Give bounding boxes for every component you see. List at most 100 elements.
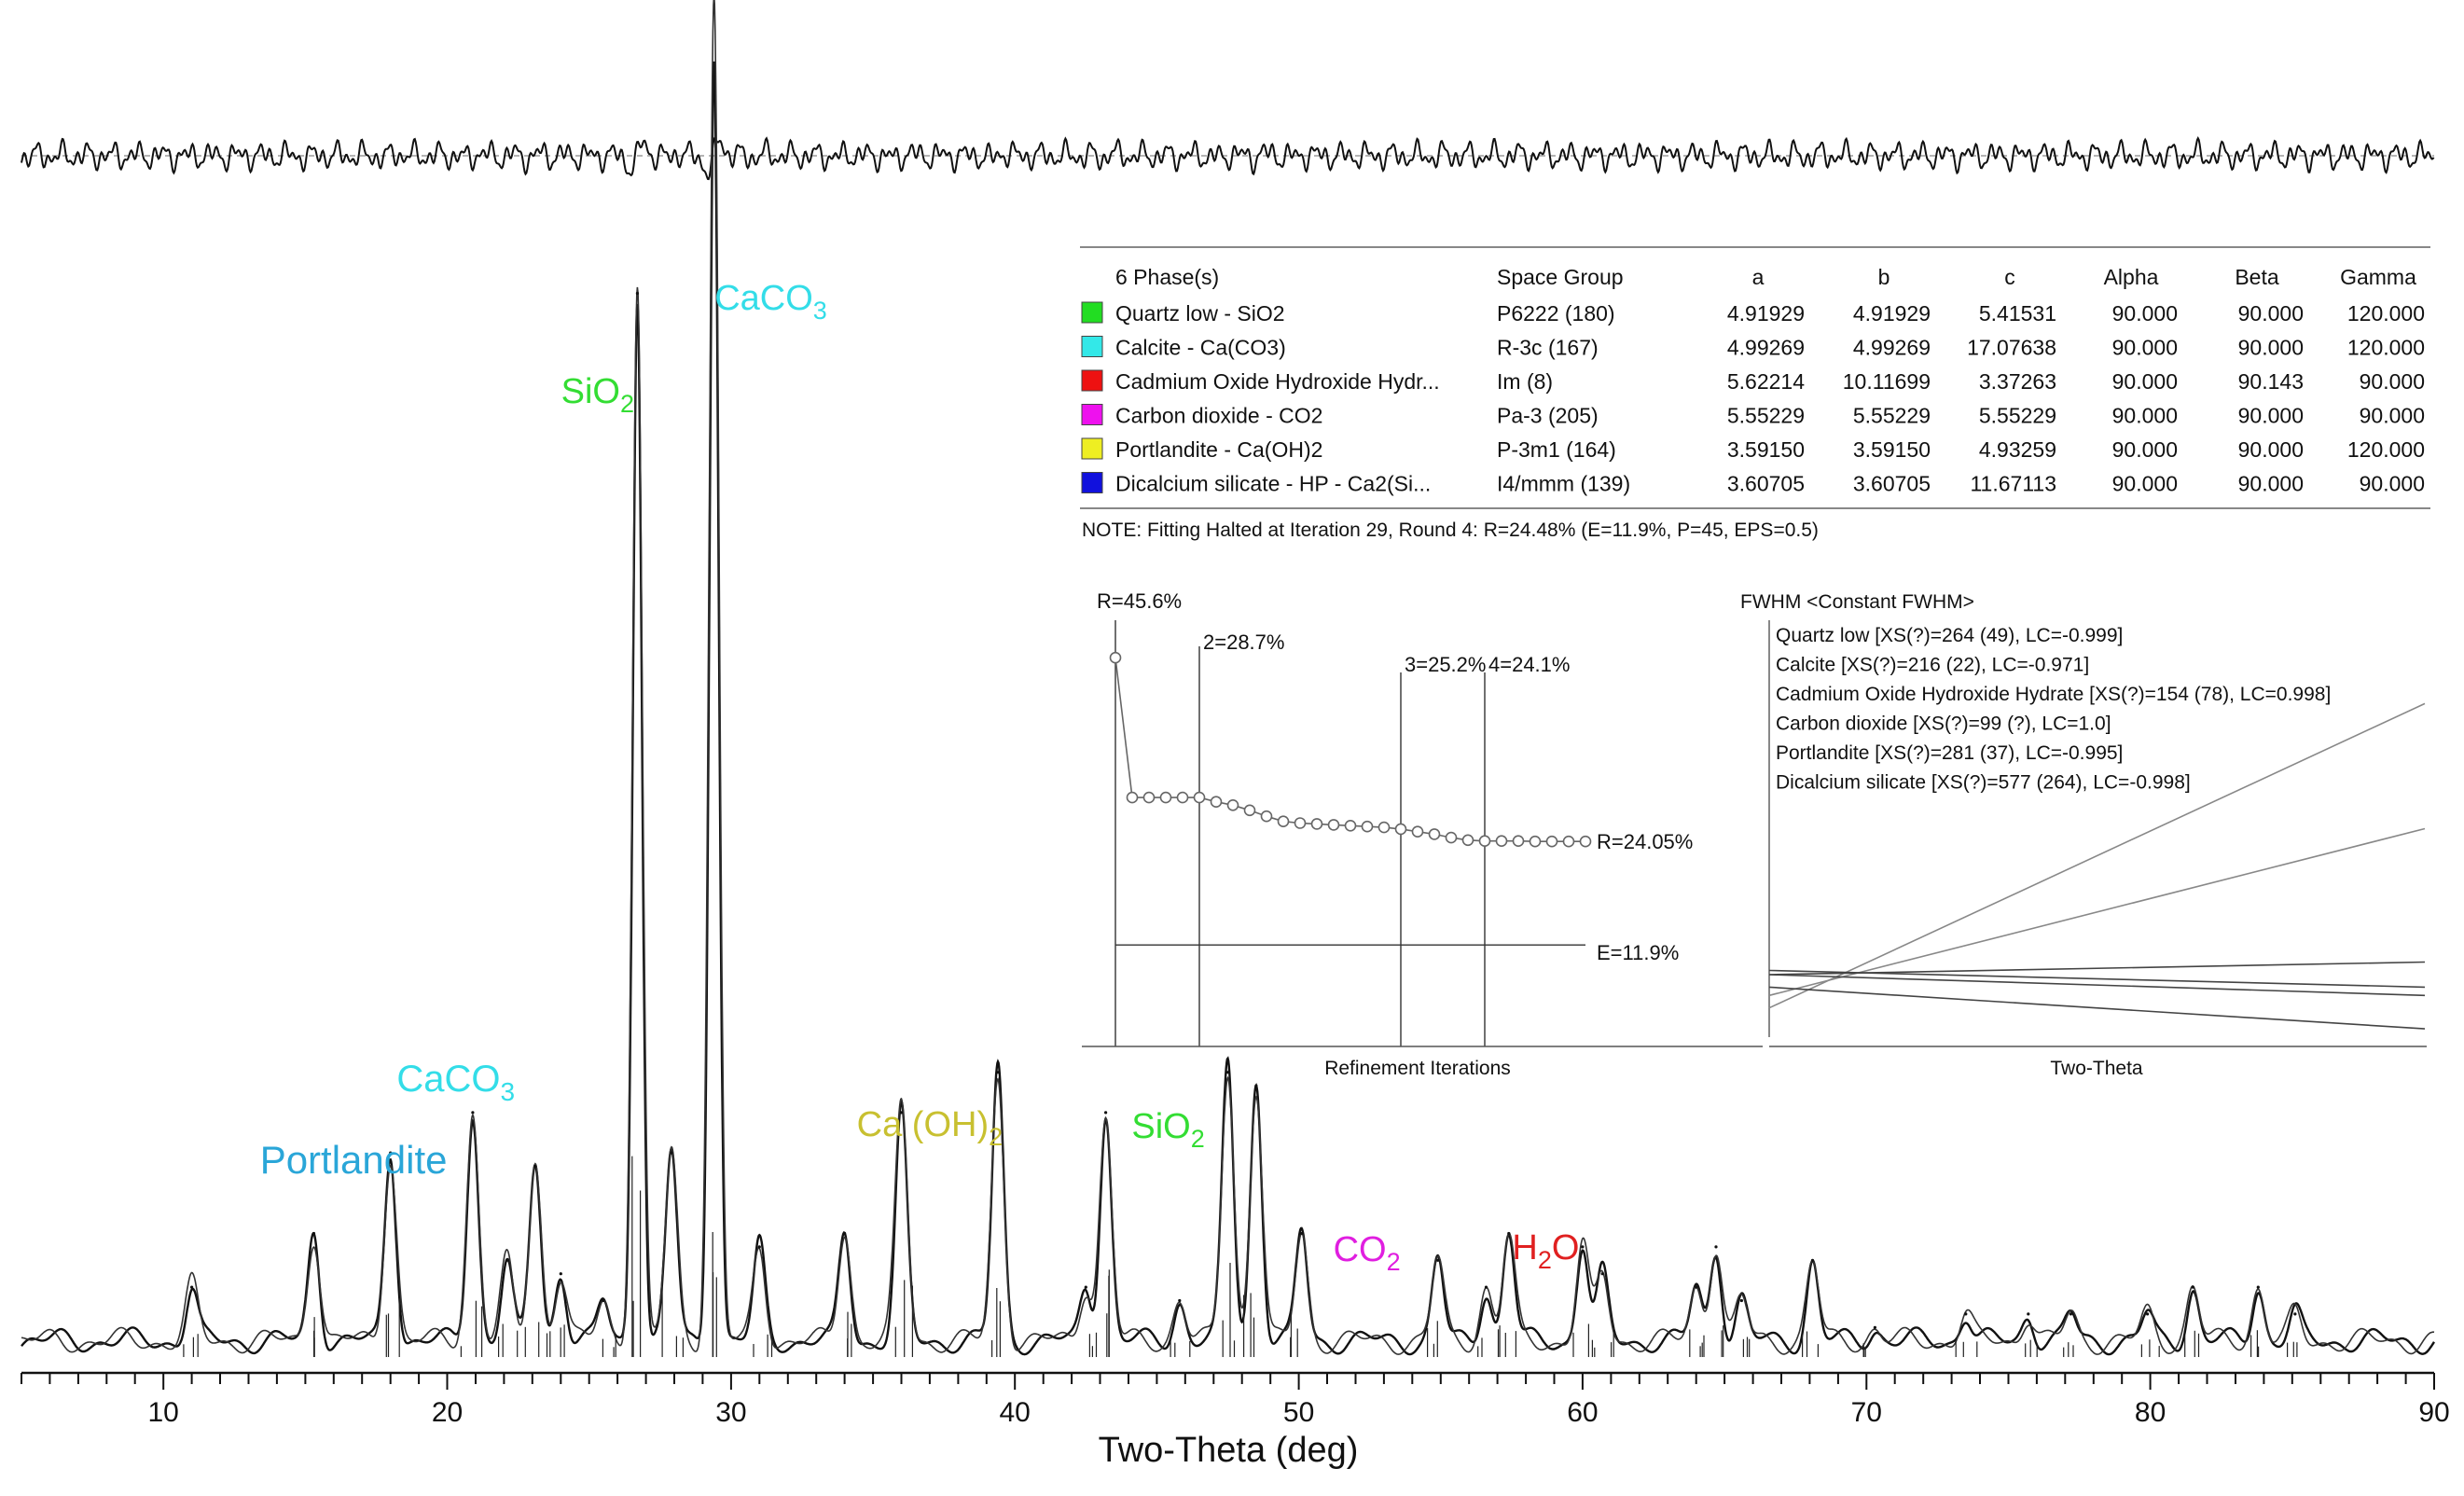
table-header: Gamma bbox=[2340, 265, 2416, 289]
x-tick-label: 60 bbox=[1567, 1397, 1598, 1428]
x-axis-label: Two-Theta (deg) bbox=[1099, 1431, 1359, 1470]
fwhm-axis-label: Two-Theta bbox=[2050, 1058, 2143, 1079]
phase-cell: 4.91929 bbox=[1727, 301, 1805, 326]
phase-cell: R-3c (167) bbox=[1497, 336, 1599, 360]
difference-curve-layer bbox=[21, 135, 2435, 181]
phase-cell: Im (8) bbox=[1497, 369, 1553, 394]
peak-point bbox=[389, 1151, 393, 1155]
fwhm-entry: Dicalcium silicate [XS(?)=577 (264), LC=… bbox=[1776, 772, 2191, 794]
phase-cell: 17.07638 bbox=[1967, 336, 2056, 360]
refinement-chart: R=45.6% 2=28.7% 3=25.2% 4=24.1% R=24.05% E=11… bbox=[1082, 589, 1763, 1079]
peak-point bbox=[1873, 1325, 1876, 1329]
peak-point bbox=[1436, 1258, 1440, 1262]
peak-point bbox=[559, 1272, 562, 1276]
phase-cell: 5.62214 bbox=[1727, 369, 1805, 394]
phase-annotation: H2O bbox=[1512, 1228, 1579, 1274]
phase-cell: 4.93259 bbox=[1979, 437, 2056, 462]
x-tick-label: 10 bbox=[148, 1397, 179, 1428]
peak-point bbox=[1810, 1258, 1815, 1262]
peak-point bbox=[1714, 1245, 1718, 1249]
r-factor-point bbox=[1562, 835, 1575, 848]
phase-color-swatch bbox=[1081, 369, 1103, 392]
phase-color-swatch bbox=[1081, 301, 1103, 324]
phase-cell: 90.000 bbox=[2112, 404, 2178, 428]
peak-point bbox=[2293, 1312, 2297, 1316]
peak-point bbox=[1084, 1285, 1087, 1289]
round-label: 4=24.1% bbox=[1488, 653, 1570, 676]
r-factor-point bbox=[1226, 798, 1239, 811]
peak-point bbox=[1300, 1231, 1304, 1236]
x-axis: 10 20 30 40 50 60 70 80 90 bbox=[21, 1371, 2450, 1428]
phase-cell: 4.99269 bbox=[1727, 336, 1805, 360]
r-factor-point bbox=[1377, 821, 1391, 834]
r-factor-point bbox=[1361, 820, 1374, 833]
peak-point bbox=[1254, 1084, 1258, 1087]
r-factor-point bbox=[1260, 810, 1273, 823]
phase-annotation: CaCO3 bbox=[396, 1059, 515, 1106]
phase-cell: I4/mmm (139) bbox=[1497, 472, 1630, 496]
table-header: Beta bbox=[2235, 265, 2279, 289]
r-factor-point bbox=[1310, 818, 1323, 830]
x-tick-label: 80 bbox=[2135, 1397, 2166, 1428]
r-factor-point bbox=[1512, 835, 1525, 848]
peak-point bbox=[1484, 1285, 1488, 1289]
refinement-axis-label: Refinement Iterations bbox=[1324, 1058, 1511, 1079]
phase-cell: 120.000 bbox=[2347, 301, 2425, 326]
phase-cell: 3.59150 bbox=[1853, 437, 1931, 462]
round-label: 3=25.2% bbox=[1405, 653, 1486, 676]
phase-cell: 90.000 bbox=[2238, 336, 2304, 360]
peak-point bbox=[1104, 1111, 1108, 1115]
phase-annotation: Ca (OH)2 bbox=[857, 1105, 1003, 1151]
phase-name: Dicalcium silicate - HP - Ca2(Si... bbox=[1115, 472, 1431, 496]
phase-cell: 90.000 bbox=[2112, 336, 2178, 360]
fwhm-line bbox=[1768, 702, 2426, 1009]
peak-point bbox=[1581, 1245, 1585, 1249]
x-tick-label: 30 bbox=[715, 1397, 746, 1428]
r-final-label: R=24.05% bbox=[1597, 830, 1693, 853]
peak-point bbox=[505, 1258, 509, 1262]
phase-cell: 3.59150 bbox=[1727, 437, 1805, 462]
phase-cell: 90.000 bbox=[2360, 404, 2425, 428]
x-tick-label: 90 bbox=[2418, 1397, 2449, 1428]
phase-cell: 90.000 bbox=[2112, 301, 2178, 326]
pattern-layer bbox=[21, 0, 2435, 1356]
r-factor-point bbox=[1193, 791, 1206, 804]
phase-cell: 90.000 bbox=[2238, 472, 2304, 496]
phase-color-swatch bbox=[1081, 437, 1103, 460]
peak-point bbox=[602, 1298, 605, 1303]
fwhm-chart: FWHM <Constant FWHM> Quartz low [XS(?)=26… bbox=[1740, 591, 2427, 1079]
r-factor-point bbox=[1394, 823, 1407, 836]
peak-point bbox=[2146, 1312, 2150, 1316]
peak-point bbox=[899, 1111, 904, 1115]
r-factor-point bbox=[1327, 819, 1340, 831]
phase-name: Calcite - Ca(CO3) bbox=[1115, 336, 1286, 360]
fwhm-line bbox=[1768, 827, 2426, 997]
peak-point bbox=[471, 1111, 475, 1115]
difference-curve bbox=[21, 135, 2435, 181]
peak-point bbox=[2256, 1285, 2260, 1289]
table-header: b bbox=[1878, 265, 1890, 289]
phase-cell: 11.67113 bbox=[1970, 472, 2056, 496]
fwhm-line bbox=[1768, 974, 2426, 997]
r-factor-point bbox=[1478, 835, 1491, 848]
fwhm-entry: Calcite [XS(?)=216 (22), LC=-0.971] bbox=[1776, 655, 2089, 676]
peak-point bbox=[311, 1231, 316, 1236]
phase-name: Quartz low - SiO2 bbox=[1115, 301, 1285, 326]
phase-cell: Pa-3 (205) bbox=[1497, 404, 1599, 428]
fwhm-entry: Cadmium Oxide Hydroxide Hydrate [XS(?)=1… bbox=[1776, 684, 2331, 705]
phase-cell: 3.60705 bbox=[1853, 472, 1931, 496]
phase-name: Portlandite - Ca(OH)2 bbox=[1115, 437, 1322, 462]
r-factor-point bbox=[1109, 651, 1122, 664]
phase-cell: 90.000 bbox=[2360, 369, 2425, 394]
x-tick-label: 50 bbox=[1283, 1397, 1314, 1428]
peak-point bbox=[996, 1071, 1000, 1074]
x-tick-label: 20 bbox=[432, 1397, 463, 1428]
fwhm-line bbox=[1768, 969, 2426, 989]
r-factor-point bbox=[1243, 804, 1256, 817]
phase-ticks-layer bbox=[183, 1156, 2298, 1357]
table-header: Alpha bbox=[2104, 265, 2159, 289]
phase-cell: 3.37263 bbox=[1979, 369, 2056, 394]
phase-cell: 5.55229 bbox=[1853, 404, 1931, 428]
observed-pattern-line bbox=[21, 61, 2435, 1356]
r-factor-point bbox=[1176, 791, 1189, 804]
